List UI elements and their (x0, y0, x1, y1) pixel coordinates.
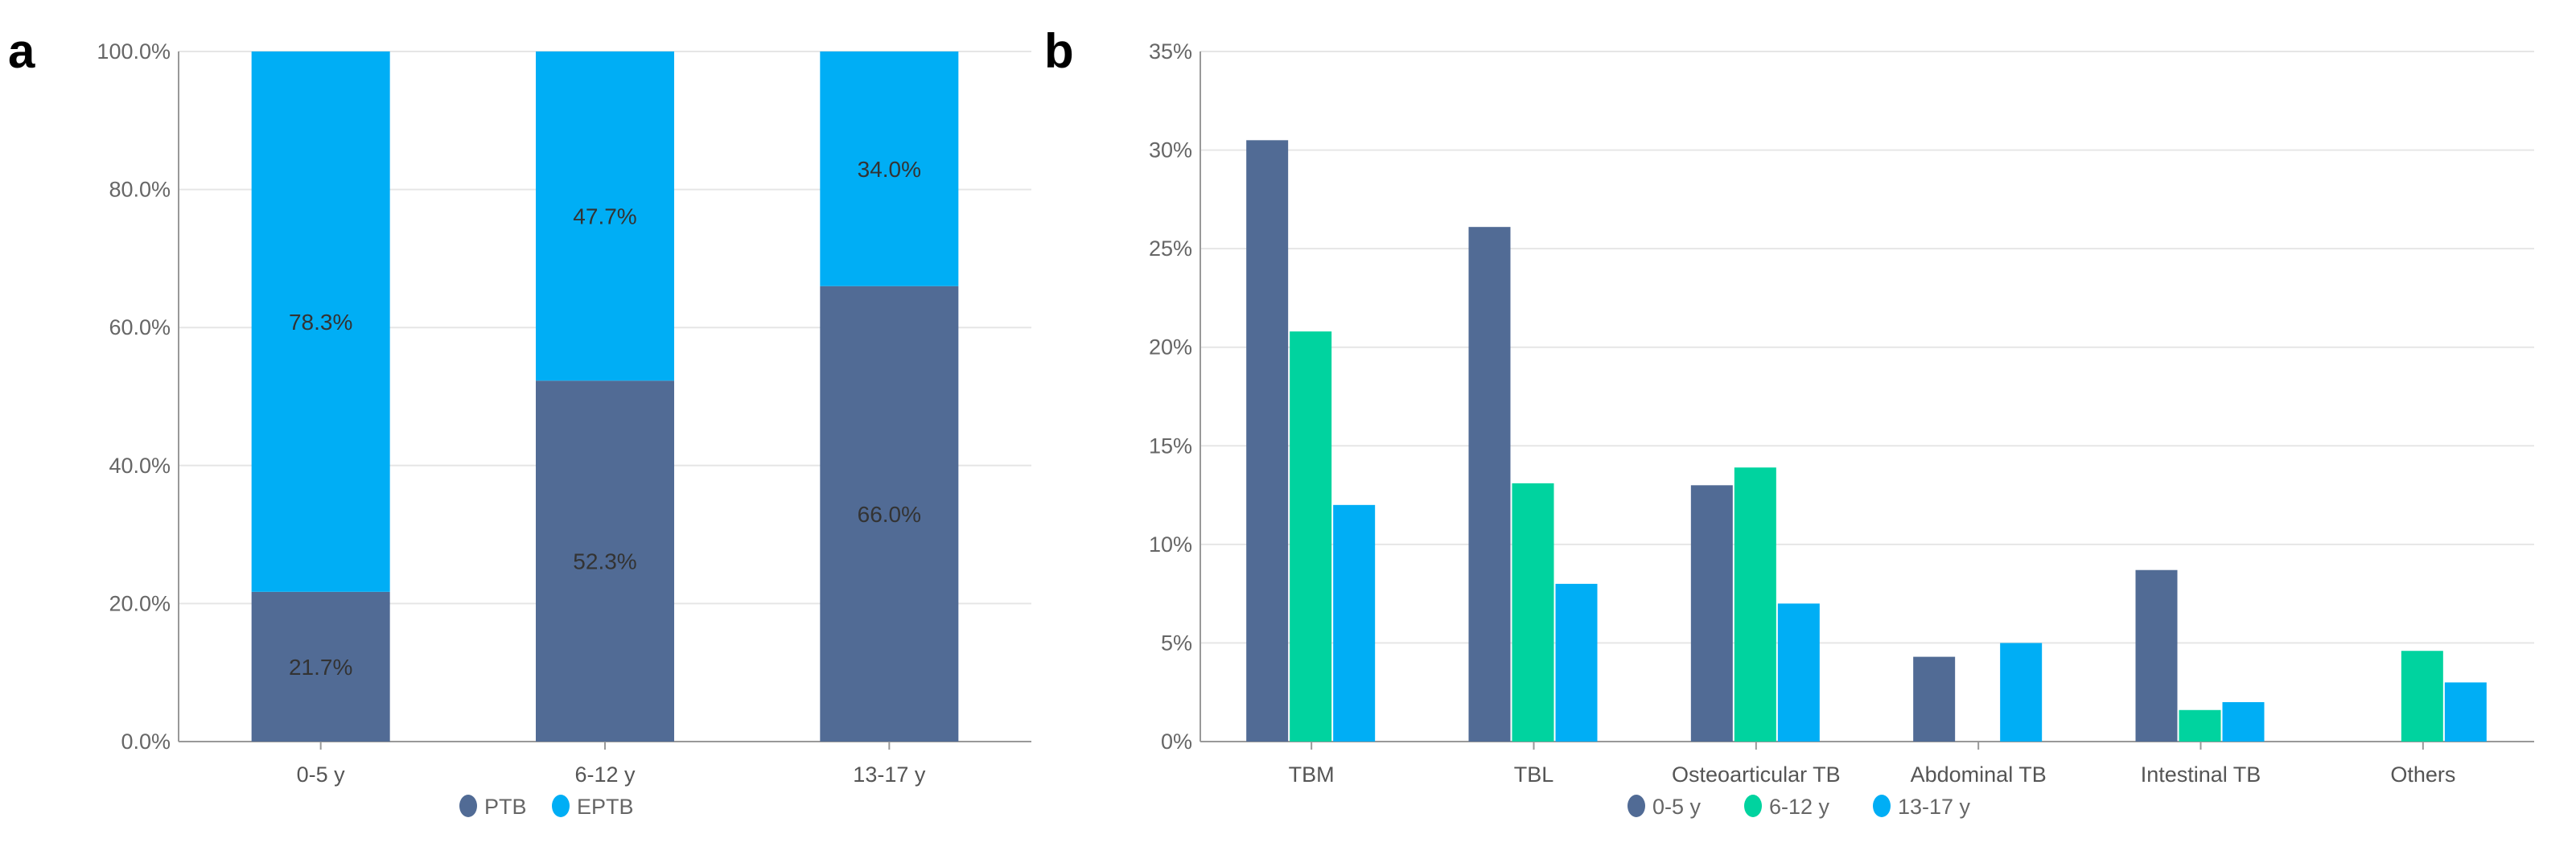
bar-6-12-y (2401, 651, 2443, 742)
bar-6-12-y (1290, 331, 1332, 742)
x-tick-label: TBL (1514, 762, 1554, 787)
x-tick-label: 0-5 y (297, 762, 346, 787)
bar-13-17-y (2000, 643, 2043, 742)
bar-13-17-y (1333, 504, 1376, 742)
bar-0-5-y (1913, 656, 1956, 742)
y-tick-label: 80.0% (109, 178, 171, 202)
y-tick-label: 40.0% (109, 454, 171, 478)
x-tick-label: Intestinal TB (2141, 762, 2261, 787)
data-label: 66.0% (858, 502, 921, 527)
x-tick-label: TBM (1289, 762, 1335, 787)
bar-ptb (536, 380, 674, 742)
chart-b: 0% 5% 10% 15% 20% 25% 30% 35% TBM TBL Osteoarticul… (1149, 39, 2534, 819)
y-tick-label: 15% (1149, 434, 1192, 458)
bar-0-5-y (1246, 140, 1289, 742)
y-tick-label: 20% (1149, 335, 1192, 360)
bar-6-12-y (1512, 483, 1554, 742)
bar-0-5-y (1468, 227, 1511, 742)
y-tick-label: 100.0% (97, 39, 171, 64)
chart-a: 0.0% 20.0% 40.0% 60.0% 80.0% 100.0% 0-5 y 21.7%… (97, 39, 1031, 819)
bar-13-17-y (1777, 603, 1820, 742)
y-tick-label: 0.0% (121, 730, 171, 754)
legend-label: PTB (484, 795, 527, 819)
x-tick-label: 6-12 y (574, 762, 636, 787)
bar-6-12-y (2179, 709, 2221, 742)
panel-label-b: b (1044, 24, 1074, 78)
data-label: 52.3% (573, 549, 636, 574)
legend-marker (459, 795, 477, 817)
legend-marker (552, 795, 570, 817)
y-tick-label: 35% (1149, 39, 1192, 64)
bar-ptb (251, 591, 390, 742)
y-tick-label: 5% (1161, 631, 1192, 655)
bar-eptb (820, 51, 959, 286)
bar-0-5-y (2135, 569, 2178, 742)
legend-label: 13-17 y (1898, 795, 1971, 819)
bar-eptb (536, 51, 674, 381)
panel-label-a: a (8, 24, 35, 78)
bar-0-5-y (1690, 485, 1733, 742)
bar-eptb (251, 51, 390, 592)
x-tick-label: 13-17 y (853, 762, 926, 787)
bar-13-17-y (2444, 682, 2487, 742)
x-tick-label: Others (2390, 762, 2455, 787)
y-tick-label: 60.0% (109, 315, 171, 339)
bar-13-17-y (1555, 583, 1598, 742)
legend-marker (1744, 795, 1762, 817)
y-tick-label: 20.0% (109, 591, 171, 615)
data-label: 47.7% (573, 204, 636, 229)
data-label: 21.7% (289, 655, 352, 680)
x-tick-label: Osteoarticular TB (1672, 762, 1841, 787)
data-label: 78.3% (289, 310, 352, 335)
y-tick-label: 0% (1161, 730, 1192, 754)
y-tick-label: 25% (1149, 236, 1192, 261)
bar-ptb (820, 286, 959, 742)
legend-marker (1627, 795, 1645, 817)
bar-13-17-y (2222, 701, 2265, 742)
y-tick-label: 10% (1149, 532, 1192, 557)
y-tick-label: 30% (1149, 138, 1192, 162)
legend-label: 6-12 y (1769, 795, 1830, 819)
legend-label: EPTB (577, 795, 634, 819)
x-tick-label: Abdominal TB (1911, 762, 2047, 787)
legend-marker (1873, 795, 1891, 817)
data-label: 34.0% (858, 157, 921, 182)
legend-label: 0-5 y (1652, 795, 1702, 819)
bar-6-12-y (1734, 467, 1776, 742)
